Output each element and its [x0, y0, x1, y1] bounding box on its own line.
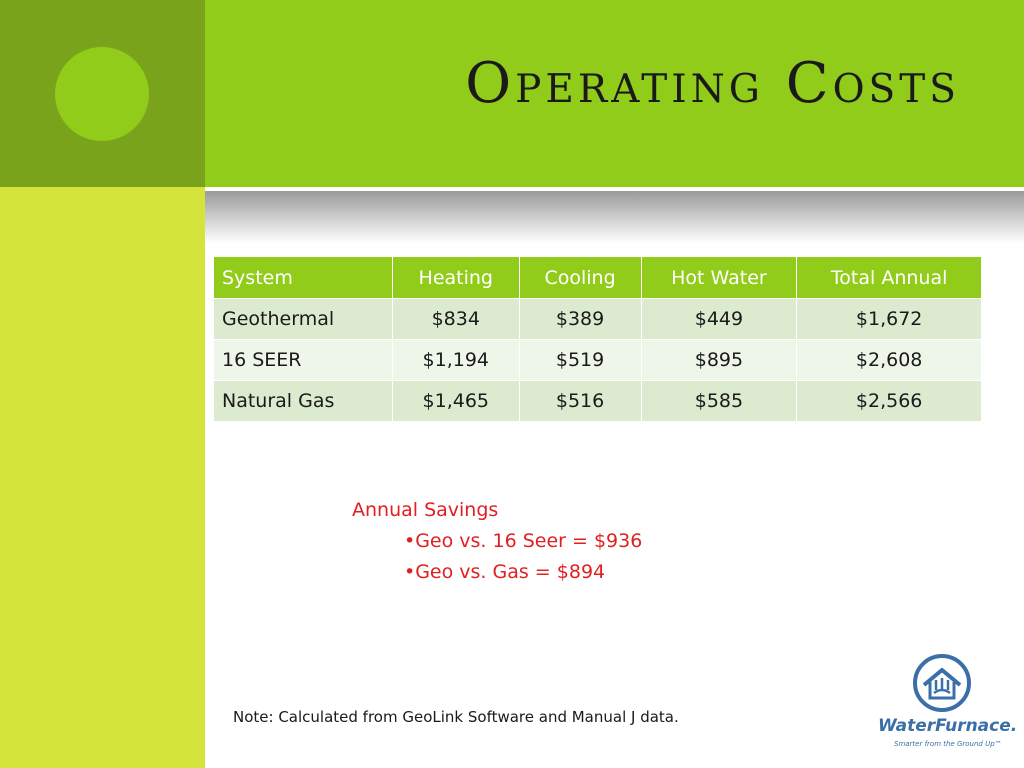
cell-cooling: $519	[518, 339, 642, 381]
table-header-row: System Heating Cooling Hot Water Total A…	[212, 256, 982, 299]
cell-cooling: $389	[518, 298, 642, 340]
slide-title: Operating Costs	[465, 51, 960, 116]
header-total-annual: Total Annual	[796, 256, 982, 299]
savings-heading: Annual Savings	[352, 499, 499, 521]
decorative-circle	[55, 47, 149, 141]
logo-tagline: Smarter from the Ground Up™	[894, 740, 1002, 748]
cell-total-annual: $1,672	[796, 298, 982, 340]
header-cooling: Cooling	[518, 256, 642, 299]
table-row: 16 SEER $1,194 $519 $895 $2,608	[212, 339, 982, 381]
cell-hot-water: $895	[640, 339, 798, 381]
house-ground-loop-icon	[913, 654, 971, 712]
cell-heating: $834	[392, 298, 520, 340]
cell-total-annual: $2,608	[796, 339, 982, 381]
cell-system: 16 SEER	[212, 339, 394, 381]
cell-heating: $1,194	[392, 339, 520, 381]
waterfurnace-logo: WaterFurnace. Smarter from the Ground Up…	[874, 652, 1018, 756]
cell-system: Natural Gas	[212, 380, 394, 422]
cell-cooling: $516	[518, 380, 642, 422]
table-row: Natural Gas $1,465 $516 $585 $2,566	[212, 380, 982, 422]
savings-item: •Geo vs. 16 Seer = $936	[404, 530, 643, 552]
banner-divider	[205, 187, 1024, 191]
cell-heating: $1,465	[392, 380, 520, 422]
header-heating: Heating	[392, 256, 520, 299]
operating-costs-table: System Heating Cooling Hot Water Total A…	[212, 256, 982, 422]
header-system: System	[212, 256, 394, 299]
logo-wordmark: WaterFurnace.	[878, 716, 1018, 736]
table-row: Geothermal $834 $389 $449 $1,672	[212, 298, 982, 340]
annual-savings-block: Annual Savings •Geo vs. 16 Seer = $936 •…	[352, 495, 642, 588]
cell-hot-water: $585	[640, 380, 798, 422]
cell-total-annual: $2,566	[796, 380, 982, 422]
savings-item: •Geo vs. Gas = $894	[404, 561, 606, 583]
cell-system: Geothermal	[212, 298, 394, 340]
header-hot-water: Hot Water	[640, 256, 798, 299]
left-accent-strip	[0, 187, 205, 768]
footnote: Note: Calculated from GeoLink Software a…	[233, 708, 679, 726]
gradient-shadow-band	[205, 191, 1024, 243]
title-banner	[205, 0, 1024, 187]
cell-hot-water: $449	[640, 298, 798, 340]
